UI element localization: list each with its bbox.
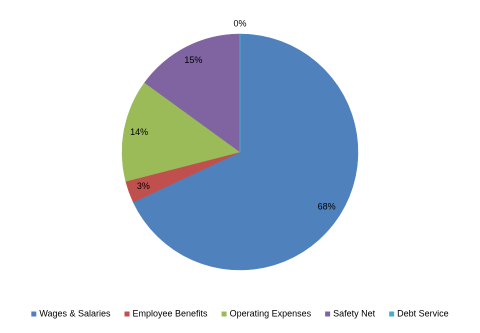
pie-slice [132, 33, 359, 271]
data-label: 0% [233, 18, 246, 28]
legend-marker [389, 311, 395, 317]
legend-item: Safety Net [325, 308, 376, 318]
legend-label: Safety Net [333, 308, 376, 318]
legend-item: Wages & Salaries [31, 308, 111, 318]
legend-label: Operating Expenses [230, 308, 312, 318]
pie-slice [144, 33, 241, 153]
legend-item: Debt Service [389, 308, 449, 318]
legend-marker [325, 311, 331, 317]
legend-item: Employee Benefits [124, 308, 209, 318]
legend-label: Wages & Salaries [39, 308, 111, 318]
data-label: 68% [318, 201, 336, 211]
legend-item: Operating Expenses [221, 308, 312, 318]
data-label: 15% [184, 55, 202, 65]
data-label: 3% [137, 181, 150, 191]
legend-marker [31, 311, 37, 317]
legend-label: Debt Service [397, 308, 449, 318]
legend-marker [124, 311, 130, 317]
data-label: 14% [130, 127, 148, 137]
pie-slice [121, 82, 241, 182]
legend-marker [221, 311, 227, 317]
legend-label: Employee Benefits [133, 308, 209, 318]
